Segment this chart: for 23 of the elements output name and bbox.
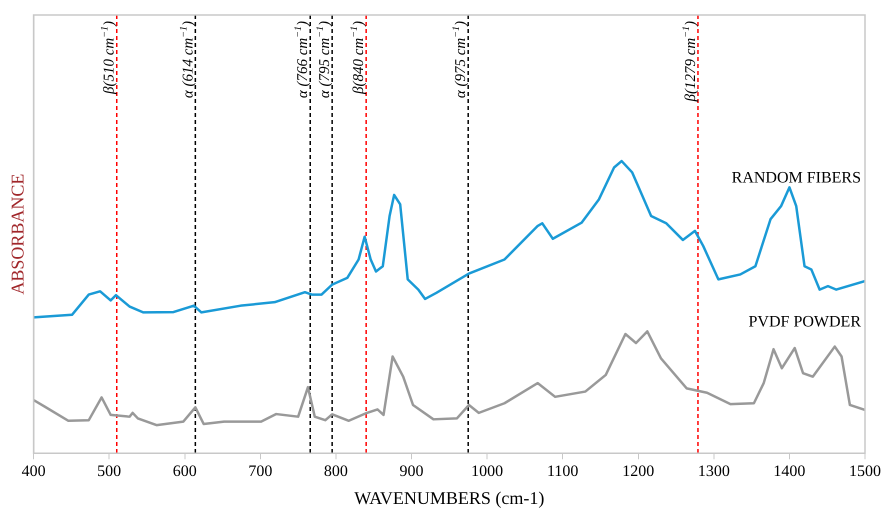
ref-line-label: α (766 cm−1) <box>293 20 312 98</box>
x-axis-title: WAVENUMBERS (cm-1) <box>354 488 544 508</box>
ref-line-label: β(1279 cm−1) <box>680 20 699 102</box>
x-tick-label: 1500 <box>849 463 881 480</box>
ref-line-label: β(510 cm−1) <box>100 20 118 95</box>
x-tick-label: 900 <box>400 463 424 480</box>
x-tick-label: 700 <box>248 463 272 480</box>
x-tick-label: 600 <box>172 463 197 480</box>
x-tick-label: 1000 <box>471 463 504 480</box>
x-tick-label: 800 <box>324 463 348 480</box>
ref-line-label: α (795 cm−1) <box>315 20 334 98</box>
y-axis-title: ABSORBANCE <box>8 174 28 295</box>
x-tick-label: 1200 <box>622 463 654 480</box>
series-label: RANDOM FIBERS <box>732 170 861 187</box>
x-tick-label: 1100 <box>546 463 578 480</box>
ref-line-label: α (975 cm−1) <box>451 20 470 98</box>
ref-line-label: α (614 cm−1) <box>178 20 196 98</box>
x-tick-label: 500 <box>97 463 122 480</box>
x-tick-label: 400 <box>22 463 46 480</box>
series-label: PVDF POWDER <box>748 314 862 331</box>
x-tick-label: 1300 <box>698 463 730 480</box>
ref-line-label: β(840 cm−1) <box>349 20 368 95</box>
x-tick-label: 1400 <box>773 463 806 480</box>
